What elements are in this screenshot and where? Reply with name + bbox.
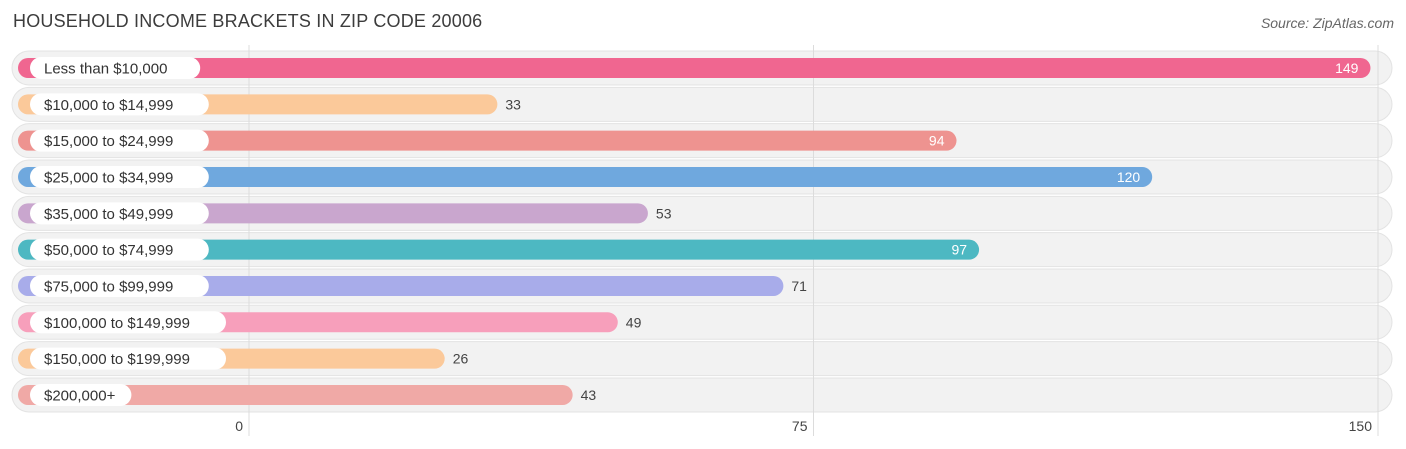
- category-label: $200,000+: [44, 387, 116, 404]
- tick-label: 150: [1349, 418, 1373, 434]
- value-label: 71: [791, 278, 807, 294]
- bar: [18, 166, 1153, 187]
- bar: [18, 239, 980, 260]
- category-label: $10,000 to $14,999: [44, 97, 173, 114]
- chart-title: HOUSEHOLD INCOME BRACKETS IN ZIP CODE 20…: [13, 11, 483, 31]
- category-label: $15,000 to $24,999: [44, 133, 173, 150]
- value-label: 94: [929, 133, 945, 149]
- category-label: Less than $10,000: [44, 61, 167, 78]
- value-label: 120: [1117, 169, 1141, 185]
- bar: [18, 130, 957, 151]
- category-label-pill: [30, 347, 226, 370]
- value-label: 53: [656, 205, 672, 221]
- category-label: $35,000 to $49,999: [44, 206, 173, 223]
- category-label-pill: [30, 165, 209, 188]
- value-label: 49: [626, 314, 642, 330]
- bar: [18, 58, 1371, 78]
- category-label-pill: [30, 202, 209, 225]
- category-label-pill: [30, 383, 132, 406]
- bar: [18, 384, 573, 405]
- chart-source: Source: ZipAtlas.com: [1260, 15, 1394, 31]
- category-label: $150,000 to $199,999: [44, 351, 190, 368]
- value-label: 97: [952, 242, 968, 258]
- category-label: $100,000 to $149,999: [44, 315, 190, 332]
- value-label: 149: [1335, 60, 1359, 76]
- value-label: 33: [505, 96, 521, 112]
- tick-label: 75: [792, 418, 808, 434]
- category-label-pill: [30, 311, 226, 334]
- category-label-pill: [30, 93, 209, 116]
- value-label: 43: [581, 387, 597, 403]
- category-label: $75,000 to $99,999: [44, 278, 173, 295]
- category-label-pill: [30, 238, 209, 261]
- category-label: $25,000 to $34,999: [44, 169, 173, 186]
- category-label-pill: [30, 129, 209, 152]
- category-label: $50,000 to $74,999: [44, 242, 173, 259]
- tick-label: 0: [235, 418, 243, 434]
- value-label: 26: [453, 351, 469, 367]
- bar: [18, 275, 784, 296]
- category-label-pill: [30, 274, 209, 297]
- category-label-pill: [30, 57, 201, 79]
